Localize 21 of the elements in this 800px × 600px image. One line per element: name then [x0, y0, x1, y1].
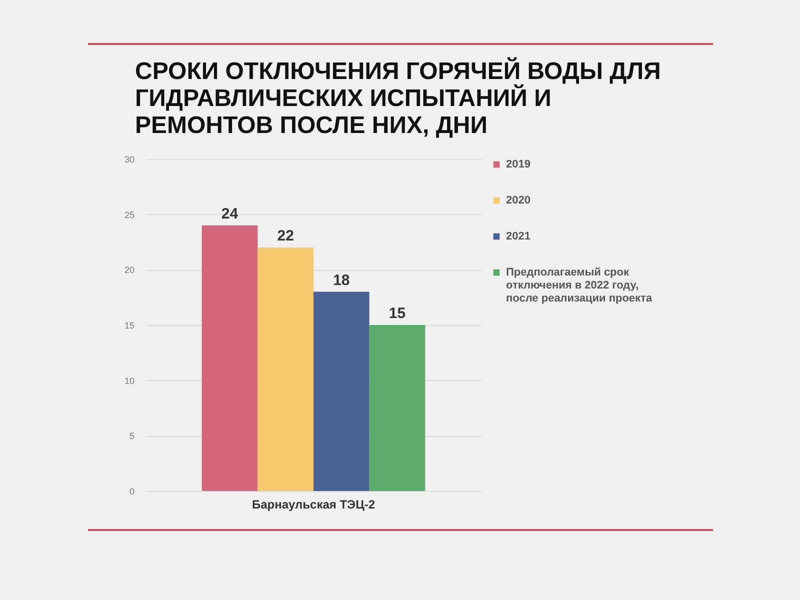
bar	[369, 325, 426, 491]
bar	[314, 292, 370, 491]
data-label: 22	[277, 228, 294, 245]
legend-label: 2021	[506, 230, 530, 242]
y-tick-label: 25	[124, 210, 134, 220]
legend-label: 2020	[506, 194, 530, 206]
data-label: 24	[221, 205, 239, 222]
y-tick-label: 0	[129, 486, 134, 496]
y-tick-label: 30	[124, 154, 134, 164]
legend-label: Предполагаемый срок отключения в 2022 году, после реализации проекта	[506, 266, 653, 304]
data-label: 18	[333, 272, 350, 289]
data-label: 15	[388, 305, 406, 322]
y-tick-label: 20	[124, 265, 134, 276]
bar	[202, 225, 258, 491]
y-tick-label: 5	[129, 431, 134, 442]
legend-label: 2019	[506, 158, 530, 170]
chart-title: СРОКИ ОТКЛЮЧЕНИЯ ГОРЯЧЕЙ ВОДЫ ДЛЯ ГИДРАВЛИЧЕСКИХ ИСПЫТАНИЙ И РЕМОНТОВ ПОСЛЕ НИХ, ДНИ	[135, 58, 662, 139]
y-tick-label: 15	[124, 320, 134, 330]
y-tick-label: 10	[124, 376, 134, 386]
x-tick-label: Барнаульская ТЭЦ-2	[252, 498, 376, 512]
bar	[258, 248, 314, 491]
